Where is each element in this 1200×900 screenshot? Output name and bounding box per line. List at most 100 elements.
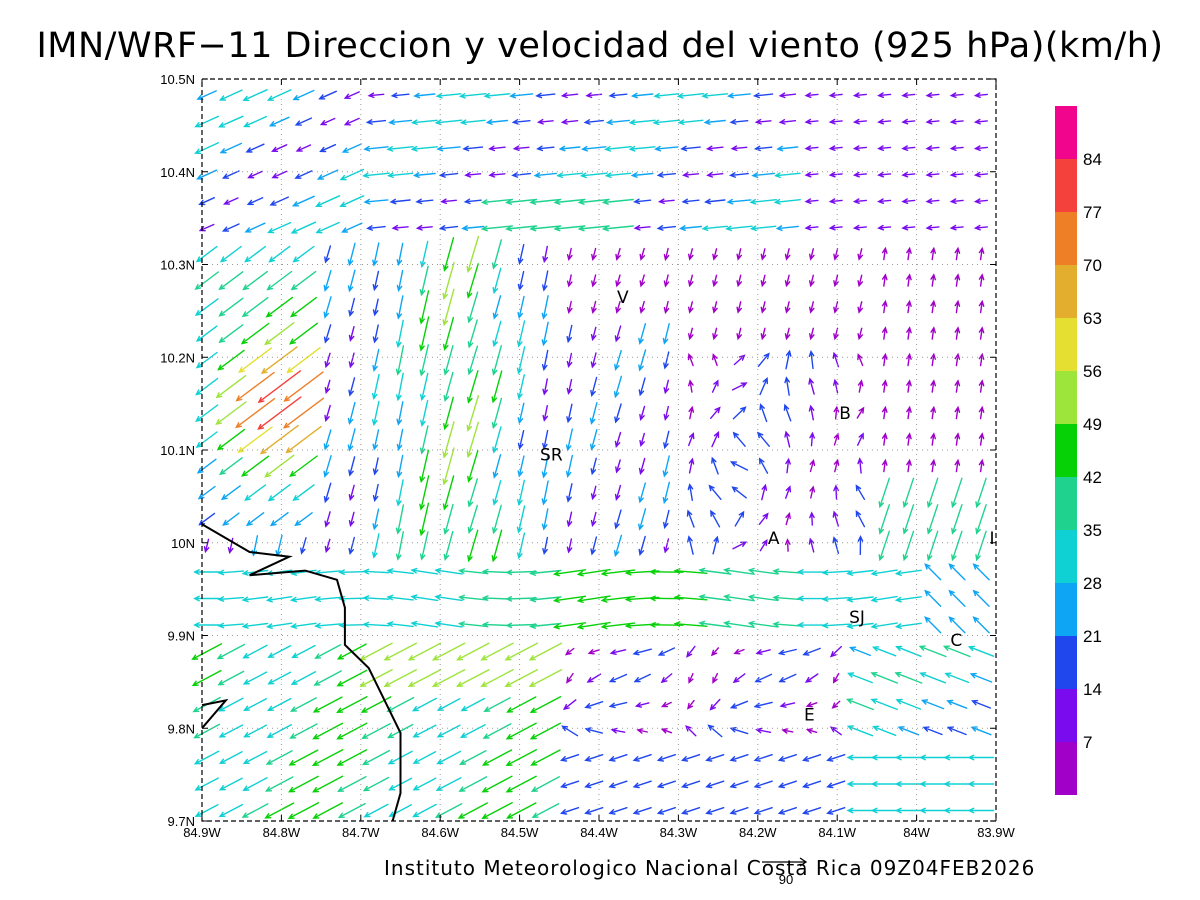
wind-arrow — [195, 325, 218, 342]
wind-arrow — [946, 699, 968, 709]
wind-arrow — [978, 458, 985, 473]
wind-arrow — [881, 273, 888, 287]
wind-arrow — [948, 616, 966, 634]
wind-arrow — [492, 426, 502, 454]
wind-arrow — [542, 429, 549, 451]
wind-arrow — [348, 484, 355, 502]
wind-arrow — [949, 171, 964, 178]
legend-swatch — [1055, 106, 1077, 159]
wind-arrow — [946, 726, 967, 736]
wind-arrow — [857, 301, 863, 314]
wind-arrow — [456, 642, 490, 661]
wind-arrow — [925, 92, 940, 98]
wind-arrow — [638, 535, 646, 557]
wind-arrow — [531, 803, 560, 819]
wind-arrow — [871, 646, 897, 657]
wind-arrow — [295, 144, 312, 152]
wind-arrow — [480, 198, 513, 205]
wind-arrow — [576, 621, 611, 630]
wind-arrow — [324, 538, 331, 554]
legend-label: 14 — [1083, 680, 1102, 699]
wind-arrow — [415, 224, 433, 231]
wind-arrow — [443, 503, 454, 536]
wind-arrow — [828, 224, 843, 231]
wind-arrow — [348, 456, 356, 477]
wind-arrow — [673, 594, 708, 601]
wind-arrow — [808, 404, 815, 421]
wind-arrow — [492, 454, 502, 479]
wind-arrow — [656, 780, 676, 789]
wind-arrow — [315, 195, 341, 207]
wind-arrow — [967, 754, 995, 761]
wind-arrow — [241, 297, 269, 318]
wind-arrow — [751, 172, 775, 178]
wind-arrow — [491, 529, 503, 563]
wind-arrow — [978, 326, 985, 340]
wind-arrow — [420, 399, 429, 427]
wind-arrow — [685, 725, 697, 737]
wind-arrow — [826, 780, 846, 789]
wind-arrow — [388, 804, 413, 817]
wind-arrow — [785, 349, 792, 370]
wind-arrow — [460, 697, 486, 712]
wind-arrow — [505, 749, 537, 767]
wind-arrow — [778, 119, 797, 125]
wind-arrow — [391, 224, 409, 231]
wind-arrow — [969, 672, 993, 683]
place-label: C — [950, 631, 962, 651]
wind-arrow — [881, 379, 888, 393]
wind-arrow — [877, 118, 892, 125]
wind-arrow — [926, 477, 939, 509]
wind-arrow — [704, 198, 726, 205]
wind-arrow — [245, 512, 265, 527]
wind-arrow — [553, 198, 586, 205]
wind-arrow — [872, 725, 897, 736]
legend-swatch — [1055, 424, 1077, 477]
wind-arrow — [919, 781, 946, 787]
wind-arrow — [337, 776, 367, 793]
wind-arrow — [194, 298, 219, 317]
wind-arrow — [464, 171, 482, 178]
wind-arrow — [758, 512, 769, 525]
wind-arrow — [338, 622, 366, 628]
wind-arrow — [821, 569, 850, 576]
wind-arrow — [590, 536, 598, 556]
wind-arrow — [652, 119, 681, 126]
wind-arrow — [951, 530, 963, 562]
wind-arrow — [705, 754, 725, 762]
wind-arrow — [361, 749, 391, 766]
wind-arrow — [698, 620, 732, 628]
wind-arrow — [348, 377, 356, 397]
wind-arrow — [560, 118, 579, 125]
wind-arrow — [978, 405, 985, 420]
wind-arrow — [412, 803, 437, 818]
wind-arrow — [809, 248, 815, 261]
x-tick-label: 84.8W — [263, 825, 301, 840]
wind-arrow — [877, 198, 892, 204]
wind-arrow — [970, 726, 992, 736]
wind-arrow — [639, 300, 646, 314]
place-label: I — [990, 529, 995, 549]
wind-arrow — [312, 775, 344, 793]
wind-arrow — [541, 295, 549, 320]
wind-arrow — [638, 323, 647, 345]
wind-arrow — [614, 431, 622, 449]
wind-arrow — [754, 673, 773, 683]
wind-arrow — [654, 145, 679, 152]
wind-arrow — [316, 169, 339, 180]
legend-label: 70 — [1083, 256, 1102, 275]
wind-arrow — [978, 379, 985, 393]
wind-arrow — [784, 274, 791, 288]
place-label: SJ — [849, 608, 865, 628]
wind-arrow — [553, 225, 586, 232]
wind-arrow — [802, 647, 821, 656]
wind-arrow — [833, 405, 840, 420]
wind-arrow — [906, 458, 912, 473]
wind-arrow — [785, 485, 792, 499]
wind-arrow — [294, 170, 313, 179]
wind-arrow — [978, 299, 985, 314]
wind-vectors — [191, 89, 995, 820]
wind-arrow — [978, 432, 985, 446]
wind-arrow — [436, 750, 461, 765]
place-label: E — [804, 705, 815, 725]
